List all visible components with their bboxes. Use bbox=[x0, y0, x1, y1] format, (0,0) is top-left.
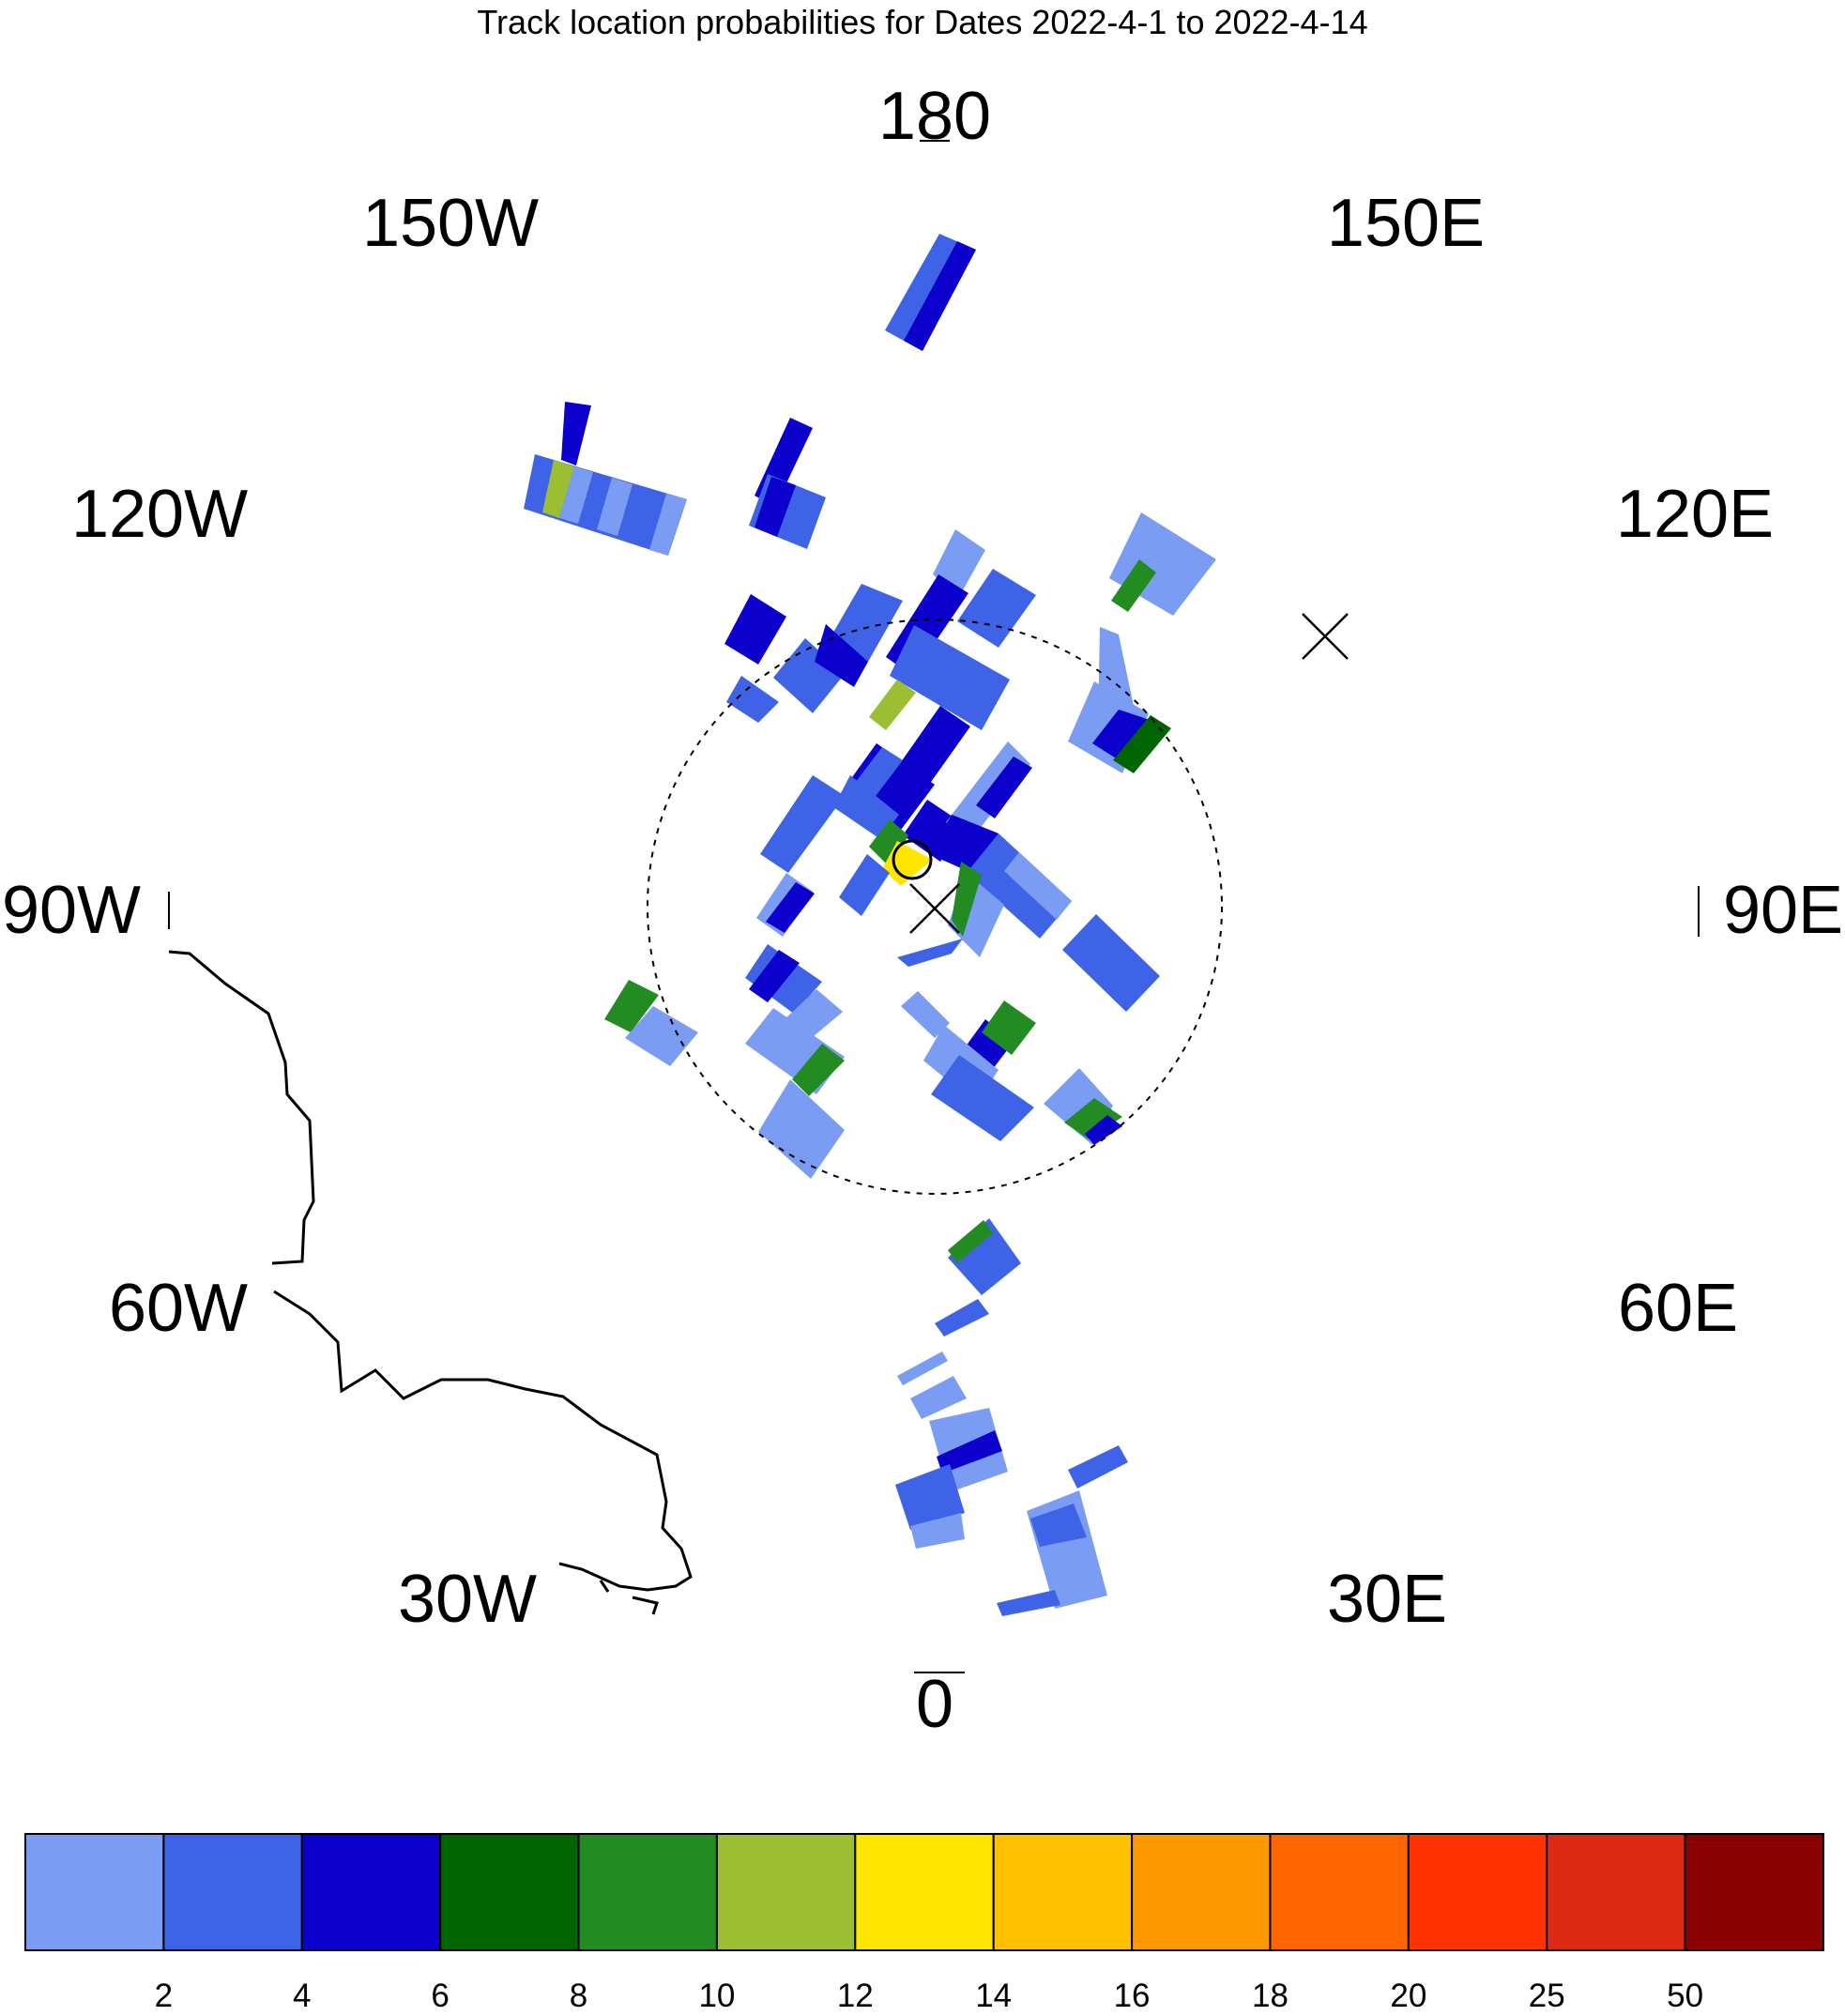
colorbar: 2 4 6 8 10 12 14 16 18 20 25 50 bbox=[24, 1833, 1824, 2014]
prob-cell bbox=[843, 743, 935, 830]
colorbar-swatch bbox=[1269, 1833, 1410, 1951]
prob-cell bbox=[760, 775, 845, 873]
prob-cell bbox=[828, 584, 903, 662]
prob-cell bbox=[948, 1220, 993, 1263]
prob-cell bbox=[910, 1513, 965, 1549]
lon-label-150e: 150E bbox=[1327, 186, 1485, 261]
chart-title: Track location probabilities for Dates 2… bbox=[477, 3, 1367, 41]
prob-cell bbox=[952, 862, 982, 937]
colorbar-label: 18 bbox=[1252, 1978, 1288, 2014]
prob-cell bbox=[897, 939, 963, 967]
prob-cell bbox=[997, 1590, 1060, 1616]
colorbar-swatch bbox=[577, 1833, 718, 1951]
prob-cell bbox=[931, 1055, 1034, 1141]
prob-cell bbox=[1062, 914, 1160, 1012]
latitude-ring bbox=[647, 619, 1223, 1195]
lon-label-30e: 30E bbox=[1327, 1562, 1447, 1637]
colorbar-swatch bbox=[300, 1833, 442, 1951]
colorbar-swatch bbox=[1546, 1833, 1686, 1951]
colorbar-label: 6 bbox=[431, 1978, 449, 2014]
prob-cell bbox=[1030, 1504, 1087, 1547]
prob-cell bbox=[904, 241, 976, 351]
prob-cell bbox=[957, 569, 1036, 648]
probability-cells bbox=[524, 234, 1216, 1616]
colorbar-swatch bbox=[1407, 1833, 1548, 1951]
prob-cell bbox=[758, 1079, 845, 1179]
colorbar-label: 14 bbox=[975, 1978, 1012, 2014]
coastline bbox=[168, 950, 693, 1615]
colorbar-swatch bbox=[1131, 1833, 1272, 1951]
prob-cell bbox=[982, 1000, 1036, 1055]
colorbar-swatch bbox=[992, 1833, 1134, 1951]
center-circle-marker bbox=[892, 839, 933, 880]
map-area: 180 150W 150E 120W 120E 90W 90E 60W 60E … bbox=[2, 79, 1843, 1742]
prob-cell bbox=[901, 991, 950, 1038]
lon-label-0: 0 bbox=[916, 1667, 953, 1742]
pole-cross-marker bbox=[909, 883, 960, 934]
prob-cell bbox=[542, 460, 574, 518]
prob-cell bbox=[815, 624, 868, 687]
colorbar-swatch bbox=[439, 1833, 580, 1951]
prob-cell bbox=[839, 854, 890, 916]
colorbar-label: 8 bbox=[570, 1978, 587, 2014]
prob-cell bbox=[1004, 852, 1072, 920]
prob-cell bbox=[783, 989, 843, 1042]
lon-label-90e: 90E bbox=[1723, 873, 1843, 948]
colorbar-label: 12 bbox=[837, 1978, 874, 2014]
lon-label-120w: 120W bbox=[71, 477, 248, 552]
lon-label-60w: 60W bbox=[109, 1271, 248, 1346]
prob-cell bbox=[833, 775, 899, 839]
prob-cell bbox=[749, 950, 800, 1002]
prob-cell bbox=[726, 676, 779, 723]
prob-cell bbox=[1064, 1098, 1122, 1139]
prob-cell bbox=[604, 980, 659, 1032]
prob-cell bbox=[895, 1464, 965, 1530]
colorbar-label: 50 bbox=[1667, 1978, 1703, 2014]
prob-cell bbox=[561, 402, 591, 466]
colorbar-label: 4 bbox=[293, 1978, 311, 2014]
colorbar-swatch bbox=[1684, 1833, 1824, 1951]
prob-cell bbox=[724, 594, 786, 664]
prob-cell bbox=[1068, 1445, 1128, 1489]
prob-cell bbox=[792, 1044, 845, 1096]
outer-cross-marker bbox=[1302, 613, 1349, 660]
prob-cell bbox=[901, 706, 970, 785]
prob-cell bbox=[755, 477, 796, 537]
prob-cell bbox=[1085, 1115, 1122, 1145]
lon-label-30w: 30W bbox=[398, 1562, 537, 1637]
colorbar-swatch bbox=[854, 1833, 995, 1951]
lon-label-150w: 150W bbox=[362, 186, 539, 261]
prob-cell bbox=[897, 1352, 948, 1385]
prob-cell bbox=[597, 478, 633, 536]
colorbar-swatch bbox=[24, 1833, 165, 1951]
prob-cell bbox=[948, 1218, 1021, 1295]
prob-cell bbox=[773, 638, 845, 713]
lon-label-60e: 60E bbox=[1618, 1271, 1738, 1346]
prob-cell bbox=[976, 756, 1032, 818]
prob-cell bbox=[559, 466, 593, 524]
colorbar-swatch bbox=[162, 1833, 303, 1951]
prob-cell bbox=[1111, 559, 1156, 612]
prob-cell bbox=[625, 1006, 698, 1066]
colorbar-label: 25 bbox=[1529, 1978, 1565, 2014]
prob-cell bbox=[910, 1376, 967, 1419]
colorbar-label: 10 bbox=[698, 1978, 735, 2014]
lon-label-90w: 90W bbox=[2, 873, 141, 948]
lon-label-120e: 120E bbox=[1616, 477, 1774, 552]
prob-cell bbox=[649, 494, 687, 556]
prob-cell bbox=[890, 625, 1010, 730]
prob-cell bbox=[967, 833, 1072, 939]
colorbar-label: 2 bbox=[155, 1978, 173, 2014]
prob-cell bbox=[766, 882, 815, 933]
colorbar-label: 20 bbox=[1390, 1978, 1426, 2014]
prob-cell bbox=[869, 680, 916, 730]
lon-label-180: 180 bbox=[878, 79, 991, 154]
colorbar-label: 16 bbox=[1114, 1978, 1151, 2014]
prob-cell bbox=[1113, 715, 1171, 773]
prob-cell bbox=[937, 1430, 1002, 1474]
colorbar-swatch bbox=[715, 1833, 857, 1951]
prob-cell bbox=[869, 819, 908, 867]
prob-cell bbox=[935, 1299, 989, 1336]
